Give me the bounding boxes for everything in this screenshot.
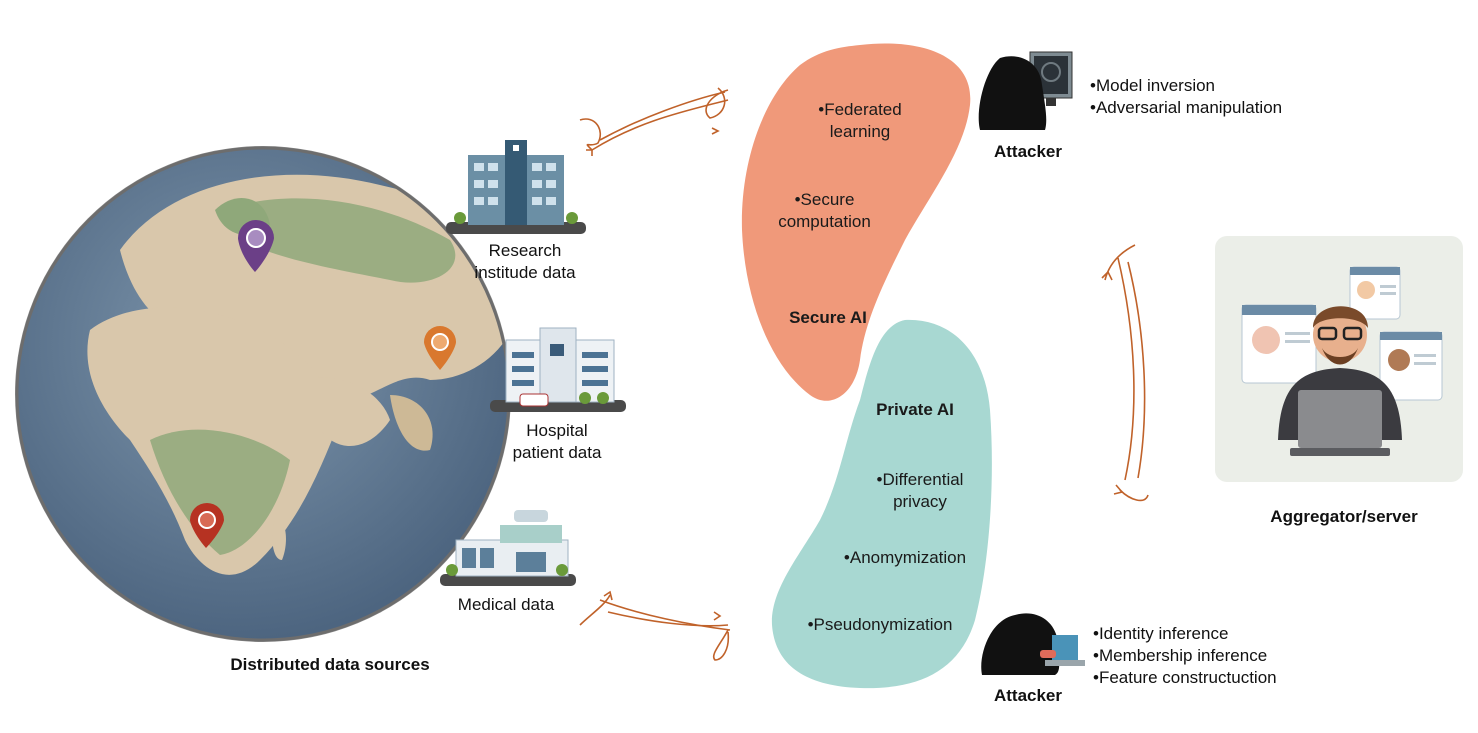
medical-data-label: Medical data — [457, 595, 555, 614]
attacker-icon-top — [978, 51, 1073, 130]
attacker-top-label: Attacker — [993, 142, 1063, 161]
threat-item: Adversarial manipulation — [1090, 97, 1282, 119]
secure-ai-title: Secure AI — [789, 308, 867, 327]
threat-item: Membership inference — [1093, 645, 1277, 667]
globe — [15, 146, 511, 642]
private-ai-item-pseudonymization: Pseudonymization — [790, 614, 970, 636]
attacker-bottom-label: Attacker — [993, 686, 1063, 705]
threat-item: Feature constructuction — [1093, 667, 1277, 689]
hospital-patient-label: Hospital patient data — [512, 421, 602, 462]
medical-building-icon — [440, 510, 576, 586]
map-pin-icon-purple — [238, 220, 274, 272]
threat-item: Identity inference — [1093, 623, 1277, 645]
secure-ai-item-computation: Secure computation — [752, 189, 897, 233]
exchange-arrow-top — [579, 87, 729, 156]
exchange-arrow-bottom — [579, 590, 731, 661]
map-pin-icon-orange — [424, 326, 456, 370]
exchange-arrow-right — [1101, 244, 1149, 502]
private-ai-title: Private AI — [876, 400, 954, 419]
distributed-sources-caption: Distributed data sources — [230, 655, 430, 674]
attacker-bottom-threats: Identity inference Membership inference … — [1093, 623, 1277, 689]
map-pin-icon-red — [190, 503, 224, 548]
threat-item: Model inversion — [1090, 75, 1282, 97]
research-building-icon — [446, 140, 586, 234]
attacker-icon-bottom — [981, 613, 1085, 675]
secure-ai-item-federated: Federated learning — [785, 99, 935, 143]
private-ai-item-anonymization: Anomymization — [825, 547, 985, 569]
research-institute-label: Research institude data — [474, 241, 576, 282]
aggregator-server-icon — [1215, 236, 1463, 482]
aggregator-label: Aggregator/server — [1270, 507, 1418, 526]
hospital-building-icon — [490, 327, 626, 412]
private-ai-item-differential: Differential privacy — [855, 469, 985, 513]
attacker-top-threats: Model inversion Adversarial manipulation — [1090, 75, 1282, 119]
